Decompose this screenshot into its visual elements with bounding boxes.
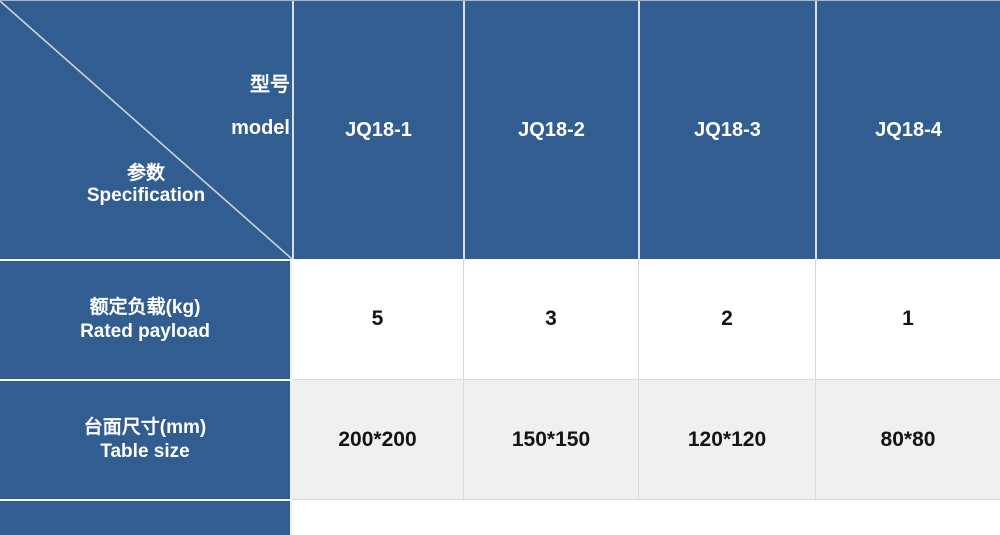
specification-label-en: Specification bbox=[86, 185, 206, 206]
specification-label-cn: 参数 bbox=[126, 163, 165, 184]
cell-payload-jq18-1: 5 bbox=[292, 259, 463, 379]
model-label-cn: 型号 bbox=[250, 74, 290, 96]
row-partial-data-area bbox=[292, 499, 1000, 535]
row-label-partial bbox=[0, 499, 292, 535]
cell-size-jq18-1: 200*200 bbox=[292, 379, 463, 499]
cell-size-jq18-2: 150*150 bbox=[463, 379, 638, 499]
corner-header-cell: 型号 model 参数 Specification bbox=[0, 1, 292, 259]
cell-payload-jq18-3: 2 bbox=[638, 259, 815, 379]
cell-payload-jq18-2: 3 bbox=[463, 259, 638, 379]
column-header-jq18-3: JQ18-3 bbox=[638, 1, 815, 259]
row-label-cn: 台面尺寸(mm) bbox=[83, 417, 207, 438]
row-label-rated-payload: 额定负载(kg) Rated payload bbox=[0, 259, 292, 379]
model-label-en: model bbox=[231, 117, 290, 139]
column-header-jq18-1: JQ18-1 bbox=[292, 1, 463, 259]
corner-bottom-label: 参数 Specification bbox=[0, 163, 292, 207]
cell-payload-jq18-4: 1 bbox=[815, 259, 1000, 379]
corner-top-label: 型号 model bbox=[231, 75, 290, 138]
row-label-table-size: 台面尺寸(mm) Table size bbox=[0, 379, 292, 499]
row-label-en: Table size bbox=[100, 441, 190, 462]
row-label-en: Rated payload bbox=[80, 321, 210, 342]
cell-size-jq18-4: 80*80 bbox=[815, 379, 1000, 499]
column-header-jq18-2: JQ18-2 bbox=[463, 1, 638, 259]
row-label-cn: 额定负载(kg) bbox=[89, 297, 201, 318]
diagonal-divider-line bbox=[0, 1, 292, 259]
cell-size-jq18-3: 120*120 bbox=[638, 379, 815, 499]
column-header-jq18-4: JQ18-4 bbox=[815, 1, 1000, 259]
